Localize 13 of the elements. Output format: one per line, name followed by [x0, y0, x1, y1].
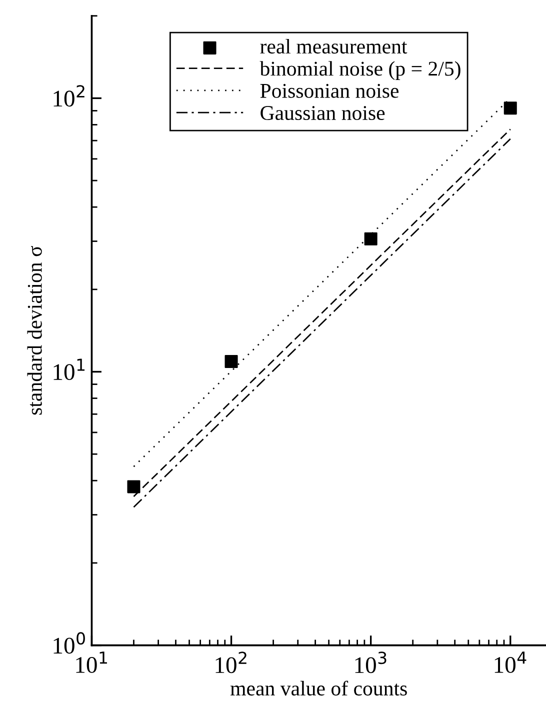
legend-label: real measurement: [260, 38, 408, 54]
x-axis-title: mean value of counts: [230, 680, 407, 696]
x-tick-label: 10$^{1}$: [76, 652, 107, 673]
legend-label: binomial noise (p = 2/5): [260, 61, 460, 80]
y-tick-label: 10$^{2}$: [54, 85, 84, 107]
y-tick-label: 10$^{1}$: [54, 358, 85, 380]
legend-label: Poissonian noise: [260, 84, 399, 98]
x-tick-label: 10$^{2}$: [216, 652, 246, 674]
y-tick-label: 10$^{0}$: [54, 632, 85, 654]
legend-label: Gaussian noise: [260, 106, 385, 120]
y-axis-title: standard deviation σ: [27, 246, 42, 415]
x-tick-label: 10$^{3}$: [355, 652, 386, 674]
x-tick-label: 10$^{4}$: [494, 652, 526, 673]
